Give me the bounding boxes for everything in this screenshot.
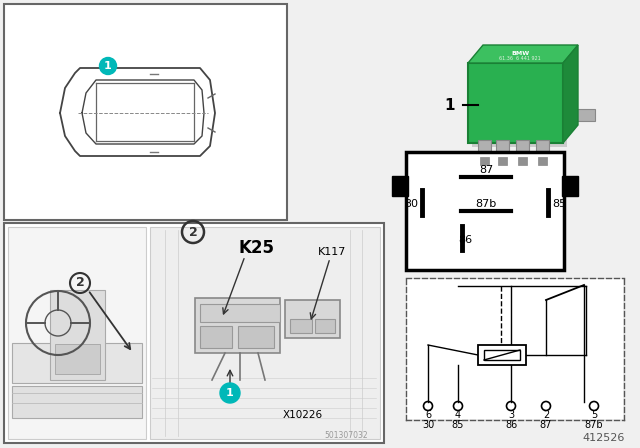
Text: 1: 1 <box>104 61 112 71</box>
Text: 85: 85 <box>552 199 566 209</box>
Text: 87b: 87b <box>585 420 604 430</box>
Text: BMW: BMW <box>511 51 529 56</box>
Text: 2: 2 <box>189 225 197 238</box>
Bar <box>538 157 547 165</box>
Bar <box>4 223 384 443</box>
Bar <box>200 304 280 322</box>
Bar <box>238 326 274 348</box>
Polygon shape <box>563 45 578 143</box>
Bar <box>4 4 287 220</box>
Text: X10226: X10226 <box>283 410 323 420</box>
Text: 6: 6 <box>425 410 431 420</box>
Text: 4: 4 <box>455 410 461 420</box>
Bar <box>407 279 623 419</box>
Polygon shape <box>468 45 578 63</box>
Bar <box>484 350 520 360</box>
Bar <box>536 140 549 165</box>
Bar <box>315 319 335 333</box>
Bar <box>12 386 142 418</box>
Bar <box>480 157 489 165</box>
Bar <box>392 176 408 196</box>
Text: 3: 3 <box>508 410 514 420</box>
Bar <box>150 227 380 439</box>
Bar <box>406 152 564 270</box>
Text: 86: 86 <box>505 420 517 430</box>
Bar <box>478 345 526 365</box>
Text: 2: 2 <box>543 410 549 420</box>
Bar <box>498 157 507 165</box>
Text: 5: 5 <box>591 410 597 420</box>
Bar <box>12 343 142 383</box>
Bar <box>285 300 340 338</box>
Text: 501307032: 501307032 <box>324 431 368 439</box>
Bar <box>200 326 232 348</box>
Text: 2: 2 <box>76 276 84 289</box>
Text: 30: 30 <box>422 420 434 430</box>
Text: 412526: 412526 <box>582 433 625 443</box>
Text: 61.36  6 441 921: 61.36 6 441 921 <box>499 56 541 60</box>
Text: 1: 1 <box>445 98 455 112</box>
Text: K25: K25 <box>238 239 274 257</box>
Text: 87: 87 <box>479 165 493 175</box>
Bar <box>575 109 595 121</box>
Bar <box>55 344 100 374</box>
Bar <box>8 227 146 439</box>
Text: 87b: 87b <box>476 199 497 209</box>
Text: 85: 85 <box>452 420 464 430</box>
Bar <box>518 157 527 165</box>
Bar <box>468 63 563 143</box>
Text: 87: 87 <box>540 420 552 430</box>
Bar <box>472 67 567 147</box>
Bar <box>478 140 491 165</box>
Text: 86: 86 <box>458 235 472 245</box>
Bar <box>496 140 509 165</box>
Bar <box>195 298 280 353</box>
Bar <box>290 319 312 333</box>
Bar <box>50 290 105 380</box>
Circle shape <box>99 57 116 74</box>
Text: K117: K117 <box>318 247 346 257</box>
Bar <box>562 176 578 196</box>
Circle shape <box>220 383 240 403</box>
Text: 30: 30 <box>404 199 418 209</box>
Bar <box>516 140 529 165</box>
Text: 1: 1 <box>226 388 234 398</box>
